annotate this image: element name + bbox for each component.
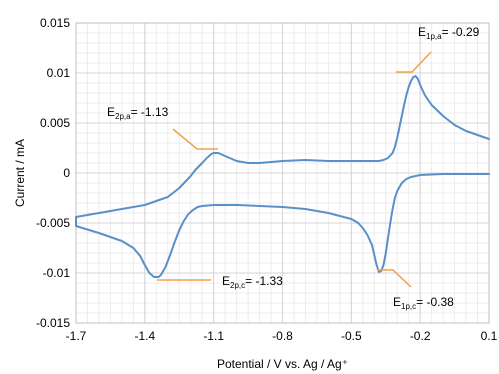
y-tick-label: -0.015 <box>36 316 70 330</box>
x-tick-label: -0.5 <box>341 329 362 343</box>
annotation-layer: E1p,a= -0.29 E2p,a= -1.13 E2p,c= -1.33 E1p,… <box>107 25 480 311</box>
annotation-leader-line <box>172 128 218 150</box>
y-tick-label: 0.01 <box>47 66 71 80</box>
annotation-leader-line <box>377 269 412 288</box>
y-tick-label: 0.015 <box>40 16 70 30</box>
x-tick-label: -1.4 <box>134 329 155 343</box>
y-tick-label: -0.005 <box>36 216 70 230</box>
y-axis-title: Current / mA <box>13 139 27 207</box>
series-layer <box>75 75 490 278</box>
x-tick-label: -0.2 <box>410 329 431 343</box>
y-tick-label: -0.01 <box>43 266 71 280</box>
x-axis-title: Potential / V vs. Ag / Ag⁺ <box>217 357 348 371</box>
x-axis-ticks: -1.7 -1.4 -1.1 -0.8 -0.5 -0.2 0.1 <box>66 329 498 343</box>
series-line <box>75 75 490 278</box>
x-tick-label: 0.1 <box>481 329 498 343</box>
y-tick-label: 0.005 <box>40 116 70 130</box>
peak-annotation-label: E1p,a= -0.29 <box>418 25 480 41</box>
peak-annotation-label: E2p,a= -1.13 <box>107 105 169 121</box>
annotation-leader-line <box>396 51 432 73</box>
y-tick-label: 0 <box>63 166 70 180</box>
x-tick-label: -1.7 <box>66 329 87 343</box>
peak-annotation-label: E2p,c= -1.33 <box>222 274 283 290</box>
x-tick-label: -1.1 <box>203 329 224 343</box>
y-axis-ticks: 0.015 0.01 0.005 0 -0.005 -0.01 -0.015 <box>36 16 70 330</box>
x-tick-label: -0.8 <box>272 329 293 343</box>
peak-annotation-label: E1p,c= -0.38 <box>393 295 454 311</box>
